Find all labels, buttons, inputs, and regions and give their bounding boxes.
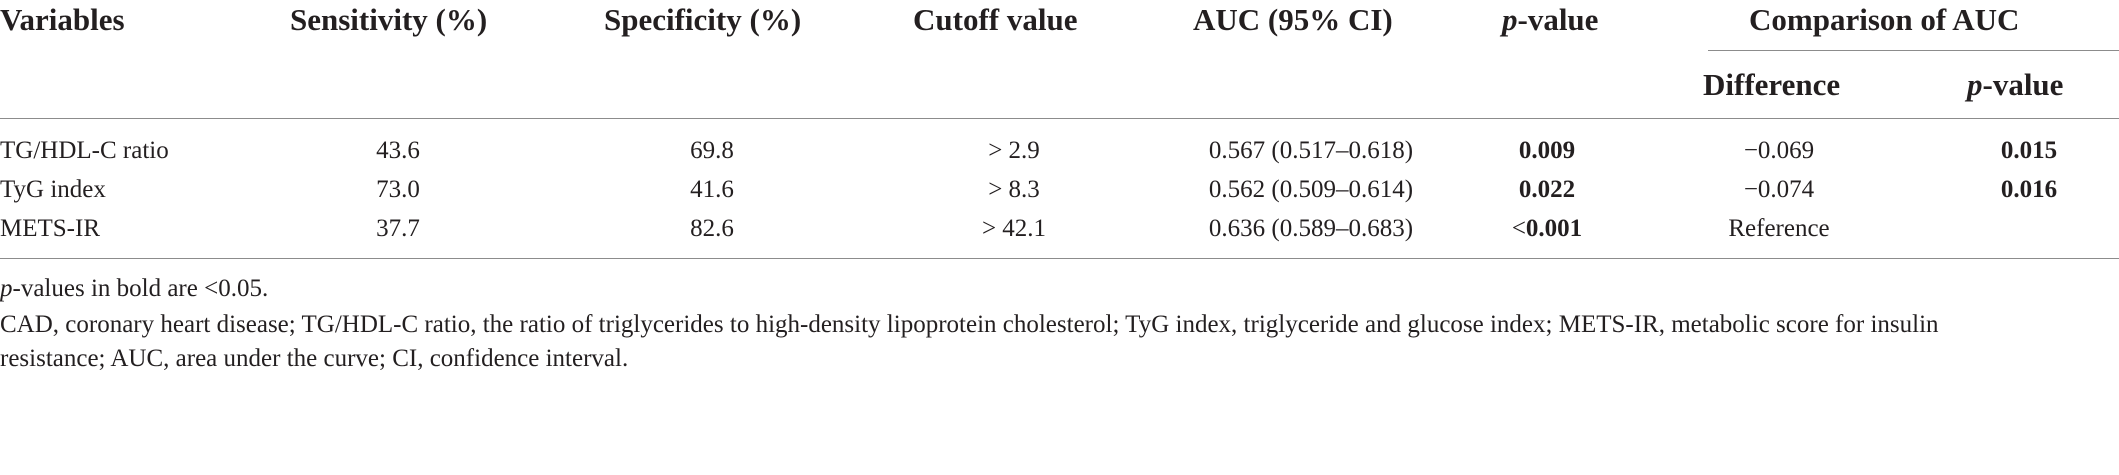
row2-cutoff: > 8.3 <box>988 176 1040 203</box>
row1-difference: −0.069 <box>1743 137 1815 164</box>
header-auc: AUC (95% CI) <box>1193 2 1393 37</box>
row2-auc: 0.562 (0.509–0.614) <box>1208 176 1414 203</box>
row2-p-value: 0.022 <box>1519 175 1575 205</box>
row3-cutoff: > 42.1 <box>981 215 1047 242</box>
header-cutoff: Cutoff value <box>913 2 1078 37</box>
header-comp-p-italic: p <box>1967 67 1983 102</box>
row1-p-number: 0.009 <box>1518 137 1576 164</box>
row3-p-value: <0.001 <box>1512 214 1582 244</box>
header-variables: Variables <box>0 2 125 37</box>
row1-sensitivity: 43.6 <box>376 137 420 164</box>
comparison-underline <box>1708 50 2119 51</box>
row2-variable: TyG index <box>0 176 106 203</box>
footnote-abbreviations-line2: resistance; AUC, area under the curve; C… <box>0 345 629 372</box>
row3-variable: METS-IR <box>0 215 100 242</box>
header-comp-p-rest: -value <box>1982 67 2064 102</box>
header-rule <box>0 118 2119 119</box>
footnote-p-italic: p <box>0 275 13 302</box>
header-p-value: p-value <box>1502 2 1598 38</box>
row3-sensitivity: 37.7 <box>376 215 420 242</box>
bottom-rule <box>0 258 2119 259</box>
header-specificity: Specificity (%) <box>604 2 802 37</box>
row1-p-value: 0.009 <box>1519 136 1575 166</box>
header-difference: Difference <box>1703 67 1841 102</box>
row2-specificity: 41.6 <box>690 176 734 203</box>
header-comparison-p-value: p-value <box>1967 67 2063 103</box>
row1-specificity: 69.8 <box>690 137 734 164</box>
row2-comparison-p: 0.016 <box>2000 176 2058 203</box>
row3-difference: Reference <box>1728 215 1830 242</box>
row1-variable: TG/HDL-C ratio <box>0 137 169 164</box>
row3-auc: 0.636 (0.589–0.683) <box>1208 215 1414 242</box>
footnote-abbreviations-line1: CAD, coronary heart disease; TG/HDL-C ra… <box>0 311 1939 338</box>
header-p-italic: p <box>1502 2 1518 37</box>
row1-auc: 0.567 (0.517–0.618) <box>1208 137 1414 164</box>
row3-p-prefix: < <box>1511 215 1526 242</box>
row3-p-number: 0.001 <box>1525 215 1583 242</box>
header-sensitivity: Sensitivity (%) <box>290 2 488 37</box>
row2-difference: −0.074 <box>1743 176 1815 203</box>
row2-sensitivity: 73.0 <box>376 176 420 203</box>
row1-cutoff: > 2.9 <box>988 137 1040 164</box>
header-p-rest: -value <box>1517 2 1599 37</box>
header-comparison-of-auc: Comparison of AUC <box>1749 2 2020 37</box>
row3-specificity: 82.6 <box>690 215 734 242</box>
footnote-p-rest: -values in bold are <0.05. <box>12 275 269 302</box>
row2-p-number: 0.022 <box>1518 176 1576 203</box>
row1-comparison-p: 0.015 <box>2000 137 2058 164</box>
footnote-bold-values: p-values in bold are <0.05. <box>0 274 268 304</box>
